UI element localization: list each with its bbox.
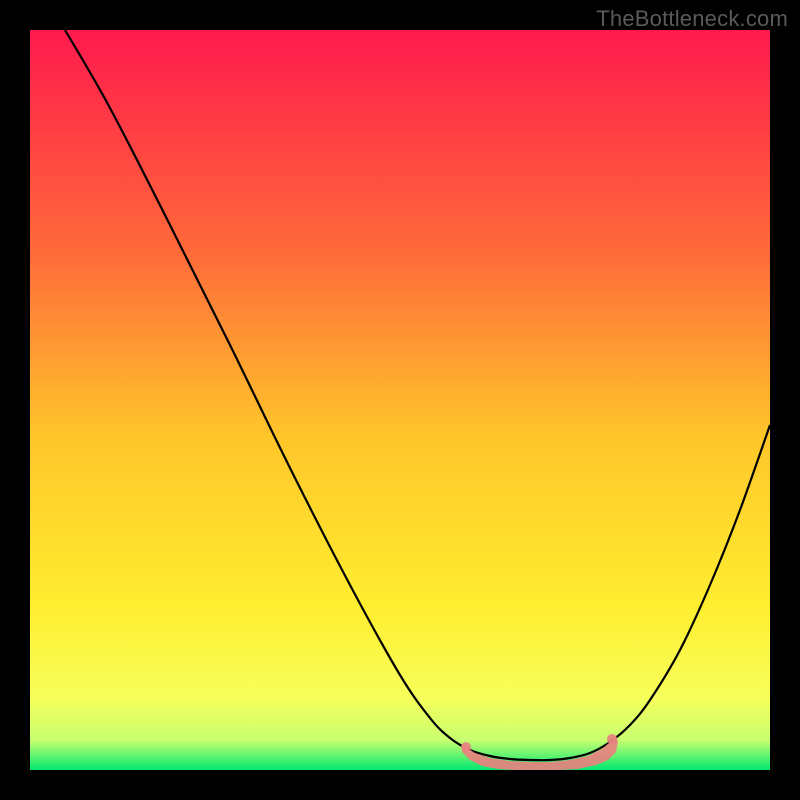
plot-background bbox=[30, 30, 770, 770]
highlight-dot bbox=[607, 734, 617, 744]
watermark-text: TheBottleneck.com bbox=[596, 6, 788, 32]
highlight-dot bbox=[461, 742, 471, 752]
chart-frame: TheBottleneck.com bbox=[0, 0, 800, 800]
bottleneck-chart bbox=[0, 0, 800, 800]
